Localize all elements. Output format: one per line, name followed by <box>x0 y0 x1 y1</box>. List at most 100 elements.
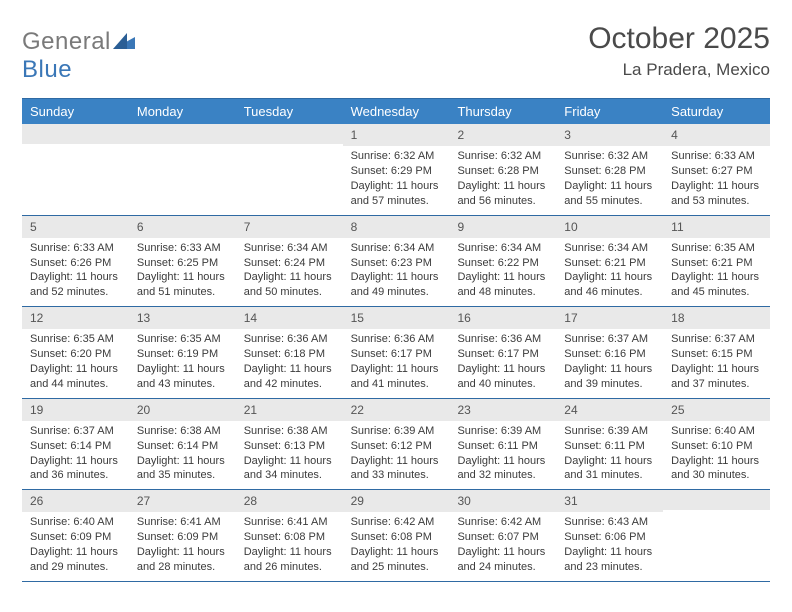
daylight-line-2: and 56 minutes. <box>457 194 548 209</box>
sunrise-line: Sunrise: 6:38 AM <box>137 424 228 439</box>
daylight-line-1: Daylight: 11 hours <box>457 545 548 560</box>
sunset-line: Sunset: 6:13 PM <box>244 439 335 454</box>
daylight-line-1: Daylight: 11 hours <box>351 545 442 560</box>
daylight-line-2: and 23 minutes. <box>564 560 655 575</box>
calendar-day-cell: 22Sunrise: 6:39 AMSunset: 6:12 PMDayligh… <box>343 399 450 490</box>
daylight-line-2: and 34 minutes. <box>244 468 335 483</box>
day-details: Sunrise: 6:35 AMSunset: 6:19 PMDaylight:… <box>129 329 236 397</box>
daylight-line-1: Daylight: 11 hours <box>137 545 228 560</box>
daylight-line-1: Daylight: 11 hours <box>244 270 335 285</box>
sunset-line: Sunset: 6:09 PM <box>137 530 228 545</box>
day-details: Sunrise: 6:42 AMSunset: 6:08 PMDaylight:… <box>343 512 450 580</box>
calendar-day-cell: 21Sunrise: 6:38 AMSunset: 6:13 PMDayligh… <box>236 399 343 490</box>
dow-monday: Monday <box>129 99 236 124</box>
daylight-line-1: Daylight: 11 hours <box>244 545 335 560</box>
calendar-day-cell: 28Sunrise: 6:41 AMSunset: 6:08 PMDayligh… <box>236 490 343 581</box>
sunset-line: Sunset: 6:17 PM <box>351 347 442 362</box>
month-title: October 2025 <box>588 22 770 56</box>
sunrise-line: Sunrise: 6:37 AM <box>671 332 762 347</box>
calendar-day-cell: 13Sunrise: 6:35 AMSunset: 6:19 PMDayligh… <box>129 307 236 398</box>
day-details: Sunrise: 6:41 AMSunset: 6:09 PMDaylight:… <box>129 512 236 580</box>
daylight-line-2: and 45 minutes. <box>671 285 762 300</box>
daylight-line-2: and 57 minutes. <box>351 194 442 209</box>
day-number: 4 <box>663 124 770 146</box>
day-details: Sunrise: 6:34 AMSunset: 6:24 PMDaylight:… <box>236 238 343 306</box>
day-details: Sunrise: 6:37 AMSunset: 6:16 PMDaylight:… <box>556 329 663 397</box>
daylight-line-2: and 37 minutes. <box>671 377 762 392</box>
sunrise-line: Sunrise: 6:32 AM <box>457 149 548 164</box>
sunrise-line: Sunrise: 6:38 AM <box>244 424 335 439</box>
daylight-line-1: Daylight: 11 hours <box>351 270 442 285</box>
dow-wednesday: Wednesday <box>343 99 450 124</box>
day-number: 8 <box>343 216 450 238</box>
sunset-line: Sunset: 6:21 PM <box>671 256 762 271</box>
day-number: 14 <box>236 307 343 329</box>
daylight-line-1: Daylight: 11 hours <box>244 454 335 469</box>
day-details: Sunrise: 6:39 AMSunset: 6:11 PMDaylight:… <box>449 421 556 489</box>
calendar-day-cell: 25Sunrise: 6:40 AMSunset: 6:10 PMDayligh… <box>663 399 770 490</box>
brand-mark-icon <box>113 28 135 56</box>
calendar-day-cell: 18Sunrise: 6:37 AMSunset: 6:15 PMDayligh… <box>663 307 770 398</box>
day-number: 15 <box>343 307 450 329</box>
daylight-line-1: Daylight: 11 hours <box>457 270 548 285</box>
day-details: Sunrise: 6:32 AMSunset: 6:29 PMDaylight:… <box>343 146 450 214</box>
sunrise-line: Sunrise: 6:43 AM <box>564 515 655 530</box>
day-number: 9 <box>449 216 556 238</box>
calendar-day-cell: 31Sunrise: 6:43 AMSunset: 6:06 PMDayligh… <box>556 490 663 581</box>
day-number <box>236 124 343 144</box>
daylight-line-2: and 49 minutes. <box>351 285 442 300</box>
daylight-line-1: Daylight: 11 hours <box>671 270 762 285</box>
day-details: Sunrise: 6:35 AMSunset: 6:21 PMDaylight:… <box>663 238 770 306</box>
day-number: 1 <box>343 124 450 146</box>
calendar-day-cell: 14Sunrise: 6:36 AMSunset: 6:18 PMDayligh… <box>236 307 343 398</box>
day-details: Sunrise: 6:39 AMSunset: 6:11 PMDaylight:… <box>556 421 663 489</box>
day-details: Sunrise: 6:38 AMSunset: 6:14 PMDaylight:… <box>129 421 236 489</box>
calendar-day-cell: 19Sunrise: 6:37 AMSunset: 6:14 PMDayligh… <box>22 399 129 490</box>
day-details: Sunrise: 6:33 AMSunset: 6:27 PMDaylight:… <box>663 146 770 214</box>
day-number: 26 <box>22 490 129 512</box>
sunset-line: Sunset: 6:28 PM <box>457 164 548 179</box>
daylight-line-2: and 39 minutes. <box>564 377 655 392</box>
day-details: Sunrise: 6:38 AMSunset: 6:13 PMDaylight:… <box>236 421 343 489</box>
calendar-week: 26Sunrise: 6:40 AMSunset: 6:09 PMDayligh… <box>22 490 770 582</box>
sunset-line: Sunset: 6:11 PM <box>457 439 548 454</box>
daylight-line-1: Daylight: 11 hours <box>30 362 121 377</box>
day-details: Sunrise: 6:42 AMSunset: 6:07 PMDaylight:… <box>449 512 556 580</box>
daylight-line-2: and 41 minutes. <box>351 377 442 392</box>
calendar-day-cell: 15Sunrise: 6:36 AMSunset: 6:17 PMDayligh… <box>343 307 450 398</box>
sunset-line: Sunset: 6:14 PM <box>30 439 121 454</box>
calendar-day-cell: 17Sunrise: 6:37 AMSunset: 6:16 PMDayligh… <box>556 307 663 398</box>
dow-saturday: Saturday <box>663 99 770 124</box>
calendar-page: General Blue October 2025 La Pradera, Me… <box>0 0 792 612</box>
sunset-line: Sunset: 6:10 PM <box>671 439 762 454</box>
sunrise-line: Sunrise: 6:39 AM <box>457 424 548 439</box>
sunrise-line: Sunrise: 6:32 AM <box>564 149 655 164</box>
daylight-line-2: and 25 minutes. <box>351 560 442 575</box>
sunset-line: Sunset: 6:08 PM <box>244 530 335 545</box>
calendar-day-cell: 27Sunrise: 6:41 AMSunset: 6:09 PMDayligh… <box>129 490 236 581</box>
calendar-day-cell: 6Sunrise: 6:33 AMSunset: 6:25 PMDaylight… <box>129 216 236 307</box>
sunrise-line: Sunrise: 6:41 AM <box>137 515 228 530</box>
daylight-line-2: and 55 minutes. <box>564 194 655 209</box>
day-number: 22 <box>343 399 450 421</box>
daylight-line-1: Daylight: 11 hours <box>564 545 655 560</box>
sunset-line: Sunset: 6:15 PM <box>671 347 762 362</box>
day-number: 17 <box>556 307 663 329</box>
sunset-line: Sunset: 6:18 PM <box>244 347 335 362</box>
sunrise-line: Sunrise: 6:33 AM <box>30 241 121 256</box>
daylight-line-2: and 51 minutes. <box>137 285 228 300</box>
day-details: Sunrise: 6:37 AMSunset: 6:14 PMDaylight:… <box>22 421 129 489</box>
calendar-day-cell: 16Sunrise: 6:36 AMSunset: 6:17 PMDayligh… <box>449 307 556 398</box>
day-number: 21 <box>236 399 343 421</box>
brand-name-b: Blue <box>22 56 72 83</box>
sunset-line: Sunset: 6:25 PM <box>137 256 228 271</box>
daylight-line-2: and 52 minutes. <box>30 285 121 300</box>
sunrise-line: Sunrise: 6:34 AM <box>244 241 335 256</box>
sunset-line: Sunset: 6:16 PM <box>564 347 655 362</box>
daylight-line-1: Daylight: 11 hours <box>30 270 121 285</box>
day-number: 20 <box>129 399 236 421</box>
sunset-line: Sunset: 6:11 PM <box>564 439 655 454</box>
day-number: 10 <box>556 216 663 238</box>
sunrise-line: Sunrise: 6:35 AM <box>671 241 762 256</box>
sunrise-line: Sunrise: 6:33 AM <box>137 241 228 256</box>
